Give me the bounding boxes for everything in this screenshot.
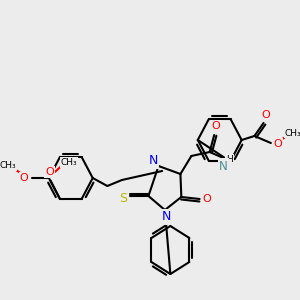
Text: CH₃: CH₃ bbox=[284, 128, 300, 137]
Text: O: O bbox=[261, 110, 270, 120]
Text: N: N bbox=[148, 154, 158, 167]
Text: O: O bbox=[202, 194, 211, 204]
Text: N: N bbox=[219, 160, 228, 172]
Text: S: S bbox=[119, 191, 127, 205]
Text: N: N bbox=[162, 211, 171, 224]
Text: O: O bbox=[212, 121, 220, 131]
Text: H: H bbox=[226, 154, 233, 164]
Text: O: O bbox=[20, 173, 28, 183]
Text: O: O bbox=[45, 167, 54, 177]
Text: CH₃: CH₃ bbox=[0, 161, 16, 170]
Text: CH₃: CH₃ bbox=[61, 158, 77, 167]
Text: O: O bbox=[273, 139, 282, 149]
